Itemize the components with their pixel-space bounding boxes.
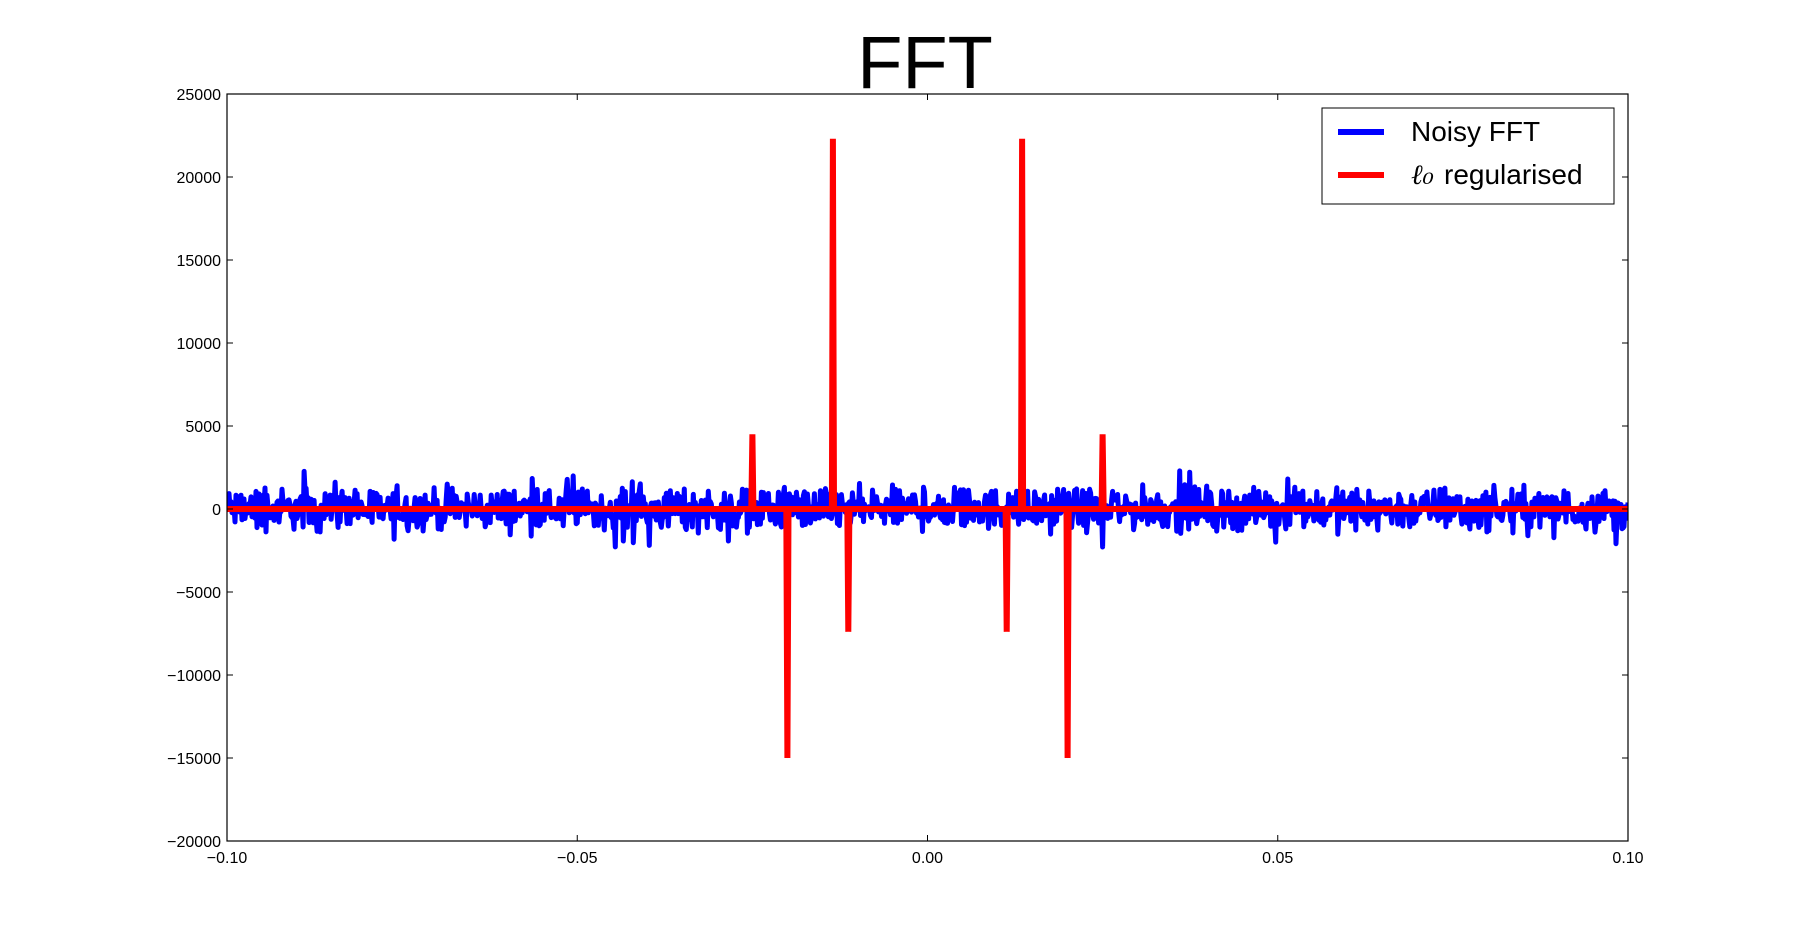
- x-tick-label: 0.10: [1612, 850, 1643, 867]
- y-tick-label: 10000: [177, 336, 222, 353]
- x-tick-label: 0.05: [1262, 850, 1293, 867]
- y-tick-label: 5000: [185, 419, 221, 436]
- y-tick-label: 0: [212, 502, 221, 519]
- legend-label-noisy-fft: Noisy FFT: [1411, 116, 1540, 147]
- y-tick-label: −10000: [167, 668, 221, 685]
- x-tick-label: −0.05: [557, 850, 598, 867]
- plot-area: [227, 138, 1628, 759]
- y-tick-label: −20000: [167, 834, 221, 851]
- y-tick-label: −5000: [176, 585, 221, 602]
- y-tick-label: −15000: [167, 751, 221, 768]
- chart-title: FFT: [857, 21, 993, 104]
- y-axis: −20000 −15000 −10000 −5000 0 5000 10000 15000 20…: [167, 87, 1628, 851]
- y-tick-label: 20000: [177, 170, 222, 187]
- legend-math-l0: ℓ₀: [1411, 158, 1434, 191]
- x-tick-label: −0.10: [207, 850, 248, 867]
- plot-frame: [226, 93, 1629, 842]
- series-l0-regularised-line: [227, 138, 1628, 759]
- y-tick-label: 25000: [177, 87, 222, 104]
- y-tick-label: 15000: [177, 253, 222, 270]
- legend: Noisy FFT ℓ₀ regularised: [1321, 107, 1615, 205]
- x-axis: −0.10 −0.05 0.00 0.05 0.10: [207, 94, 1644, 867]
- legend-label-l0-regularised: regularised: [1444, 159, 1583, 190]
- legend-box: [1321, 107, 1615, 205]
- x-tick-label: 0.00: [912, 850, 943, 867]
